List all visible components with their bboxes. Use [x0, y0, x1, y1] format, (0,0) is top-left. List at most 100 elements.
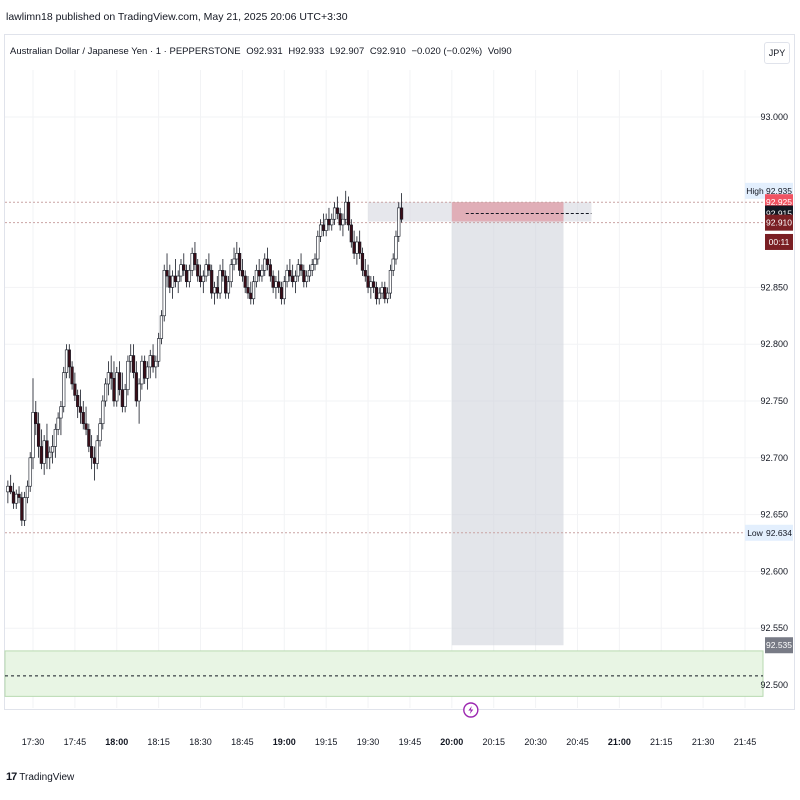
x-tick-label: 17:45	[64, 737, 87, 747]
x-tick-label: 19:00	[273, 737, 296, 747]
x-tick-label: 18:30	[189, 737, 212, 747]
candle-body	[299, 264, 303, 271]
candle-body	[302, 270, 306, 283]
candle-body	[6, 485, 10, 493]
y-tick-label: 92.700	[760, 453, 788, 463]
x-tick-label: 21:00	[608, 737, 631, 747]
candle-body	[386, 292, 390, 300]
x-tick-label: 18:00	[105, 737, 128, 747]
candle-body	[90, 446, 94, 459]
candle-body	[221, 270, 225, 277]
candle-body	[363, 270, 367, 277]
candle-body	[109, 372, 113, 379]
legend-high: H92.933	[288, 46, 325, 57]
candle-body	[349, 224, 353, 243]
price-badge	[765, 233, 793, 250]
candle-body	[179, 264, 183, 277]
candle-body	[31, 412, 35, 459]
candle-body	[313, 258, 317, 265]
candle-body	[330, 218, 334, 226]
candle-body	[56, 417, 60, 430]
range-box	[368, 202, 592, 222]
candle-body	[204, 264, 208, 277]
candle-body	[11, 491, 16, 504]
price-badge-value: 92.925	[766, 197, 792, 207]
candle-body	[271, 275, 275, 288]
candle-body	[159, 315, 164, 339]
candle-body	[20, 497, 24, 521]
candle-body	[265, 258, 270, 265]
price-badge-value: 92.634	[766, 528, 792, 538]
candle-body	[131, 355, 136, 373]
candle-body	[268, 264, 272, 277]
candle-body	[14, 493, 18, 504]
price-badge	[765, 637, 793, 654]
candle-body	[224, 275, 228, 294]
y-tick-label: 92.550	[760, 623, 788, 633]
candle-body	[229, 264, 233, 283]
candle-body	[129, 355, 133, 362]
x-tick-label: 17:30	[22, 737, 45, 747]
candle-body	[282, 281, 286, 300]
candle-body	[321, 224, 325, 231]
candle-body	[53, 429, 57, 447]
symbol-legend: Australian Dollar / Japanese Yen · 1 · P…	[10, 46, 515, 57]
candle-body	[388, 270, 392, 294]
legend-symbol[interactable]: Australian Dollar / Japanese Yen · 1 · P…	[10, 46, 241, 57]
candle-body	[279, 287, 284, 300]
candle-body	[360, 253, 365, 271]
candle-body	[117, 372, 122, 390]
candle-body	[157, 338, 161, 362]
x-tick-label: 20:45	[566, 737, 589, 747]
candle-body	[327, 218, 331, 226]
candle-body	[165, 270, 169, 277]
candle-body	[103, 383, 108, 402]
tradingview-footer[interactable]: 17 TradingView	[6, 771, 74, 783]
candle-body	[45, 440, 49, 459]
candle-body	[34, 412, 38, 425]
y-tick-label: 92.850	[760, 282, 788, 292]
price-badge-tag	[745, 182, 765, 199]
candle-body	[81, 412, 85, 425]
x-tick-label: 21:45	[734, 737, 757, 747]
candle-body	[346, 201, 351, 226]
x-tick-label: 18:45	[231, 737, 254, 747]
candle-body	[9, 485, 13, 493]
candle-body	[383, 287, 387, 300]
candle-body	[240, 270, 245, 277]
price-badge-value: 92.910	[766, 218, 792, 228]
price-badge-value: 00:11	[769, 237, 790, 247]
candle-body	[140, 360, 144, 385]
candle-body	[17, 493, 21, 498]
candle-body	[335, 207, 339, 214]
candle-body	[288, 270, 292, 277]
candle-body	[162, 270, 166, 317]
candle-body	[39, 446, 43, 464]
candle-body	[338, 213, 342, 226]
candle-body	[332, 207, 337, 220]
candle-body	[260, 270, 264, 277]
candle-body	[341, 218, 345, 226]
candle-body	[48, 451, 52, 459]
candle-body	[137, 383, 141, 402]
legend-close: C92.910	[369, 46, 406, 57]
price-badge-tag	[745, 524, 765, 541]
currency-button[interactable]: JPY	[764, 42, 790, 64]
candle-body	[372, 281, 376, 288]
candle-body	[182, 264, 186, 271]
candle-body	[207, 264, 211, 271]
candle-body	[143, 360, 147, 379]
legend-volume: Vol90	[487, 46, 512, 57]
candle-body	[126, 360, 130, 390]
chart-frame	[4, 34, 795, 710]
candle-body	[187, 270, 191, 283]
candle-body	[243, 275, 247, 288]
candle-body	[374, 287, 379, 300]
price-badge	[765, 524, 793, 541]
candle-body	[120, 389, 124, 407]
y-tick-label: 92.600	[760, 566, 788, 576]
y-tick-label: 92.500	[760, 680, 788, 690]
candle-body	[84, 423, 88, 430]
candle-body	[316, 235, 320, 260]
